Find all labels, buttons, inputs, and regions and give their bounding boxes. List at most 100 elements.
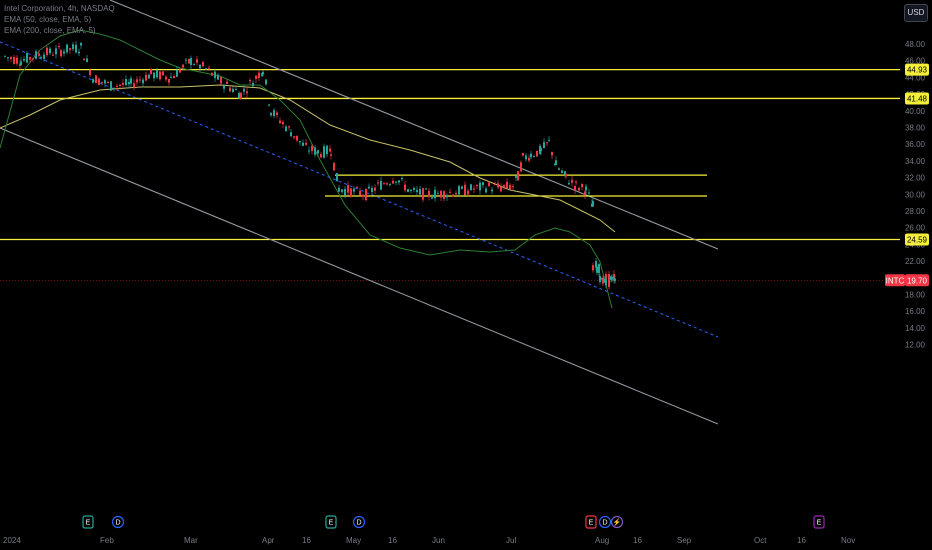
candle-body bbox=[353, 188, 355, 192]
candle-body bbox=[470, 184, 472, 191]
candle-body bbox=[614, 278, 616, 282]
price-axis[interactable]: 48.0046.0044.0042.0040.0038.0036.0034.00… bbox=[905, 40, 926, 350]
candle-body bbox=[598, 264, 600, 274]
candle-body bbox=[431, 197, 433, 199]
candle-body bbox=[503, 184, 505, 187]
price-badge bbox=[905, 92, 929, 105]
candle-body bbox=[95, 75, 97, 84]
candle-body bbox=[162, 71, 164, 76]
legend-symbol[interactable]: Intel Corporation, 4h, NASDAQ bbox=[4, 4, 115, 13]
legend-ema50[interactable]: EMA (50, close, EMA, 5) bbox=[4, 15, 92, 24]
candle-body bbox=[365, 189, 367, 201]
candle-body bbox=[270, 112, 272, 116]
candle-body bbox=[150, 68, 152, 74]
candle-body bbox=[377, 182, 379, 184]
legend-ema200[interactable]: EMA (200, close, EMA, 5) bbox=[4, 26, 96, 35]
candle-body bbox=[89, 69, 91, 76]
candle-body bbox=[262, 71, 264, 75]
price-tick-label: 48.00 bbox=[905, 40, 926, 49]
candle-body bbox=[125, 79, 127, 85]
symbol-tag-label: INTC bbox=[886, 276, 905, 285]
candle-body bbox=[588, 192, 590, 194]
candle-body bbox=[46, 47, 48, 56]
candle-body bbox=[458, 186, 460, 195]
candle-body bbox=[595, 261, 597, 268]
candle-body bbox=[13, 57, 15, 64]
candle-body bbox=[543, 142, 545, 149]
candle-body bbox=[482, 182, 484, 186]
candle-body bbox=[317, 150, 319, 154]
price-tick-label: 38.00 bbox=[905, 124, 926, 133]
candle-body bbox=[520, 162, 522, 172]
candle-body bbox=[285, 126, 287, 132]
candle-body bbox=[199, 64, 201, 69]
channel-lower-line bbox=[0, 127, 719, 425]
candle-body bbox=[43, 54, 45, 59]
candle-body bbox=[288, 126, 290, 128]
candle-body bbox=[437, 193, 439, 195]
candle-body bbox=[179, 69, 181, 73]
moving-averages bbox=[0, 29, 616, 309]
candle-body bbox=[308, 150, 310, 152]
candle-body bbox=[608, 274, 610, 282]
time-axis[interactable]: 2024 Feb Mar Apr 16 May 16 Jun Jul Aug 16 Sep Oct 16 N… bbox=[3, 536, 855, 545]
price-badge bbox=[905, 63, 929, 76]
candle-body bbox=[404, 184, 406, 191]
event-markers[interactable]: E D E D E D ⚡ E bbox=[82, 515, 825, 529]
candle-body bbox=[238, 92, 240, 99]
trend-channel[interactable] bbox=[0, 0, 719, 425]
candle-body bbox=[613, 274, 615, 281]
event-marker-label: E bbox=[86, 520, 91, 527]
candle-body bbox=[170, 76, 172, 78]
candle-body bbox=[461, 186, 463, 189]
candle-body bbox=[104, 80, 106, 84]
price-tick-label: 30.00 bbox=[905, 190, 926, 199]
candle-body bbox=[128, 81, 130, 85]
candle-body bbox=[159, 71, 161, 80]
currency-button[interactable]: USD bbox=[904, 4, 928, 22]
candle-body bbox=[452, 194, 454, 197]
candle-body bbox=[110, 81, 112, 91]
dividend-marker bbox=[598, 515, 612, 529]
candle-body bbox=[92, 79, 94, 83]
candle-body bbox=[276, 112, 278, 116]
candle-body bbox=[374, 187, 376, 191]
candle-body bbox=[416, 189, 418, 192]
candle-body bbox=[190, 58, 192, 65]
candle-body bbox=[336, 173, 338, 182]
candle-body bbox=[60, 50, 62, 57]
ema200-line bbox=[0, 84, 616, 233]
time-tick-label: Apr bbox=[262, 536, 275, 545]
candle-body bbox=[176, 69, 178, 77]
candle-body bbox=[599, 276, 601, 282]
candle-body bbox=[49, 48, 51, 54]
price-tick-label: 46.00 bbox=[905, 57, 926, 66]
range-box[interactable] bbox=[325, 174, 707, 197]
price-tick-label: 44.00 bbox=[905, 73, 926, 82]
time-tick-label: Sep bbox=[677, 536, 692, 545]
candle-body bbox=[578, 187, 580, 191]
candle-body bbox=[282, 121, 284, 125]
time-tick-label: 16 bbox=[302, 536, 311, 545]
time-tick-label: 2024 bbox=[3, 536, 21, 545]
candle-body bbox=[425, 188, 427, 190]
candle-body bbox=[145, 74, 147, 81]
candle-body bbox=[52, 54, 54, 56]
candle-body bbox=[575, 181, 577, 183]
candle-body bbox=[407, 189, 409, 192]
candle-body bbox=[401, 177, 403, 180]
candle-body bbox=[243, 88, 245, 92]
candle-body bbox=[330, 154, 332, 156]
ema50-line bbox=[0, 29, 613, 309]
candle-body bbox=[422, 188, 424, 200]
candle-body bbox=[142, 79, 144, 84]
candle-body bbox=[232, 88, 234, 93]
candle-body bbox=[101, 81, 103, 83]
price-tick-label: 18.00 bbox=[905, 291, 926, 300]
time-tick-label: Jun bbox=[432, 536, 445, 545]
candle-body bbox=[217, 74, 219, 80]
price-tick-label: 22.00 bbox=[905, 257, 926, 266]
price-badge-label: 41.48 bbox=[907, 94, 928, 103]
